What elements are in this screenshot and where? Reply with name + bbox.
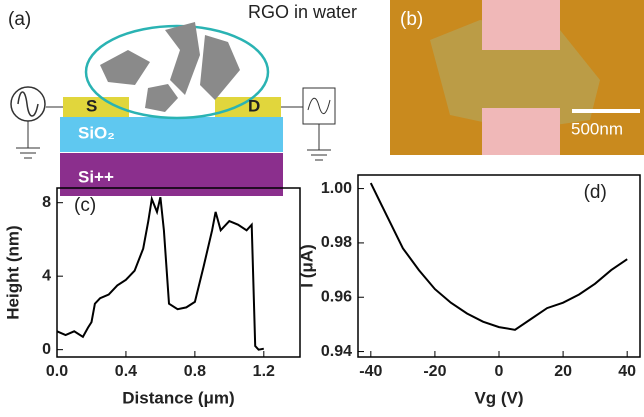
x-tick-label: 0.0 [46, 363, 68, 380]
x-tick-label: 40 [618, 363, 636, 380]
y-tick-label: 1.00 [321, 180, 352, 197]
x-tick-label: 20 [554, 363, 572, 380]
source-label: S [86, 96, 97, 115]
scale-label: 500nm [571, 119, 623, 138]
ac-source [11, 87, 45, 121]
x-axis-label: Vg (V) [474, 388, 523, 407]
panel-label: (a) [8, 9, 31, 30]
y-tick-label: 0.98 [321, 234, 352, 251]
panel-label: (d) [584, 182, 607, 203]
x-tick-label: 0.4 [115, 363, 137, 380]
panel-label: (b) [400, 9, 423, 30]
electrode [482, 108, 560, 155]
y-tick-label: 0.96 [321, 288, 352, 305]
x-tick-label: -20 [423, 363, 446, 380]
y-tick-label: 8 [42, 194, 51, 211]
panel-label: (c) [74, 195, 96, 216]
substrate-label: Si++ [78, 167, 114, 186]
oxide-label: SiO₂ [78, 123, 115, 142]
y-tick-label: 0.94 [321, 343, 352, 360]
y-tick-label: 0 [42, 341, 51, 358]
afm-image: (b) 500nm [390, 0, 644, 155]
x-axis-label: Distance (μm) [122, 388, 234, 407]
figure: (a) RGO in water S D SiO₂ Si++ (b) 500nm… [0, 0, 644, 417]
y-axis-label: I (μA) [297, 244, 316, 287]
y-tick-label: 4 [42, 267, 51, 284]
x-tick-label: 0 [495, 363, 504, 380]
caption: RGO in water [248, 2, 357, 22]
x-tick-label: -40 [359, 363, 382, 380]
drain-label: D [248, 96, 260, 115]
x-tick-label: 0.8 [184, 363, 206, 380]
x-tick-label: 1.2 [253, 363, 275, 380]
y-axis-label: Height (nm) [3, 225, 22, 319]
electrode [482, 0, 560, 50]
